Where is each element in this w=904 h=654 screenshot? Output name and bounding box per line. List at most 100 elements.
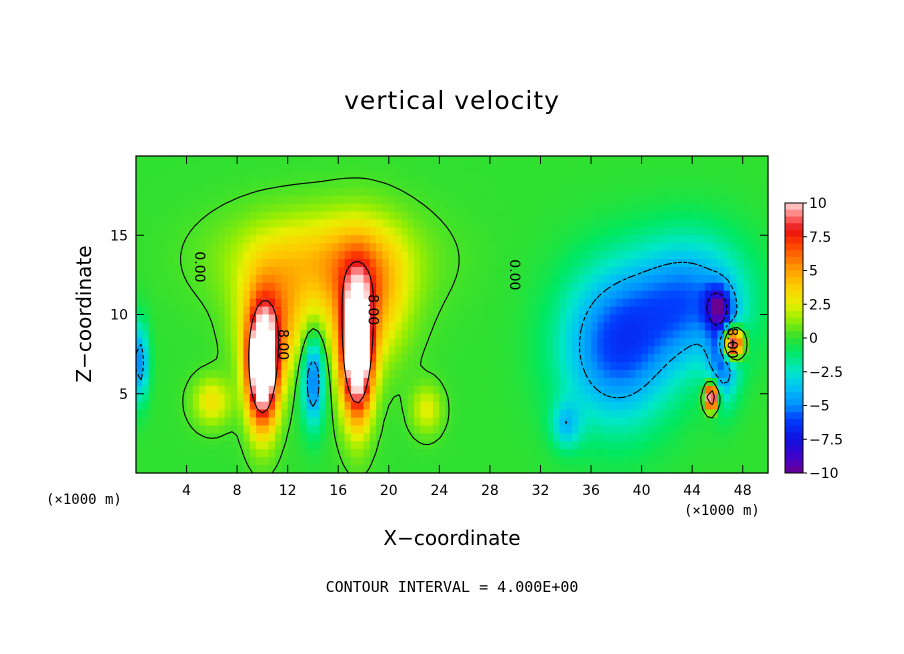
field-cell [553,425,561,434]
field-cell [572,219,579,228]
field-cell [470,465,478,474]
field-cell [294,251,301,260]
field-cell [407,369,415,379]
field-cell [749,322,756,331]
field-cell [363,362,371,371]
field-cell [578,306,586,316]
field-cell [515,282,523,292]
field-cell [180,354,188,363]
field-cell [470,235,478,244]
field-cell [268,354,276,363]
field-cell [723,441,731,450]
field-cell [755,298,763,308]
field-cell [224,274,232,284]
field-cell [363,346,371,355]
field-cell [262,282,270,292]
field-cell [350,266,358,276]
field-cell [736,362,744,371]
field-cell [192,457,200,466]
field-cell [376,330,384,339]
field-cell [679,425,687,434]
field-cell [433,385,440,395]
field-cell [679,274,687,284]
field-cell [698,251,706,260]
field-cell [136,243,143,252]
field-cell [622,266,630,276]
field-cell [711,322,719,331]
field-cell [439,156,447,165]
field-cell [249,377,257,387]
field-cell [148,211,156,220]
field-cell [666,433,674,442]
field-cell [742,449,750,458]
field-cell [306,354,314,363]
field-cell [730,219,737,228]
field-cell [477,298,485,308]
field-cell [711,338,719,347]
field-cell [610,235,617,244]
field-cell [572,465,579,474]
field-cell [502,163,510,173]
field-cell [287,465,295,474]
field-cell [635,441,643,450]
field-cell [338,362,346,371]
field-cell [660,282,668,292]
field-cell [565,346,573,355]
field-cell [136,457,143,466]
field-cell [711,274,719,284]
field-cell [666,330,674,339]
field-cell [369,449,377,458]
field-cell [597,187,605,197]
field-cell [331,314,339,324]
field-cell [483,385,491,395]
field-cell [180,417,188,427]
field-cell [534,425,542,434]
field-cell [496,385,504,395]
field-cell [287,354,295,363]
field-cell [711,290,719,300]
field-cell [565,179,573,189]
field-cell [654,346,662,355]
field-cell [540,156,548,165]
field-cell [205,211,213,220]
field-cell [546,306,554,316]
field-cell [306,211,314,220]
field-cell [331,195,339,205]
field-cell [426,282,434,292]
field-cell [698,417,706,427]
field-cell [723,346,731,355]
field-cell [458,266,466,276]
field-cell [749,211,756,220]
field-cell [578,362,586,371]
field-cell [704,425,712,434]
field-cell [692,465,700,474]
field-cell [692,187,700,197]
field-cell [243,219,251,228]
field-cell [224,266,232,276]
field-cell [344,441,352,450]
field-cell [180,203,188,213]
field-cell [477,322,485,331]
field-cell [616,163,624,173]
field-cell [521,235,529,244]
field-cell [515,259,523,268]
field-cell [369,377,377,387]
field-cell [218,195,226,205]
field-cell [673,441,681,450]
field-cell [477,393,485,403]
field-cell [578,417,586,427]
field-cell [730,156,737,165]
field-cell [597,314,605,324]
field-cell [553,354,561,363]
field-cell [350,187,358,197]
field-cell [148,417,156,427]
field-cell [654,385,662,395]
field-cell [376,187,384,197]
field-cell [268,259,276,268]
colorbar-cell [785,250,803,258]
field-cell [527,417,535,427]
field-cell [237,314,245,324]
field-cell [597,362,605,371]
field-cell [294,195,301,205]
field-cell [616,322,624,331]
